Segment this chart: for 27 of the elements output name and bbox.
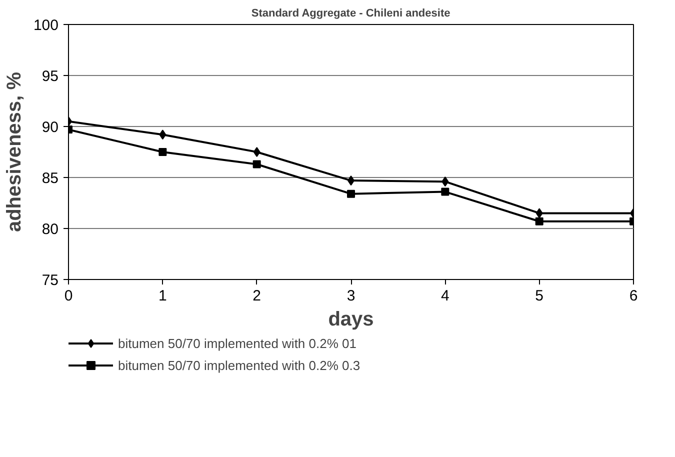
- y-tick-label: 75: [42, 272, 59, 289]
- x-tick-label: 5: [535, 288, 544, 304]
- point: [159, 130, 166, 140]
- x-axis-title: days: [328, 308, 374, 330]
- x-tick-label: 0: [64, 288, 73, 304]
- y-tick-label: 80: [42, 221, 59, 238]
- point: [442, 176, 449, 187]
- x-tick-label: 1: [158, 288, 167, 304]
- y-tick-label: 85: [42, 170, 59, 187]
- x-tick-label: 2: [252, 288, 262, 304]
- point: [347, 190, 355, 198]
- chart-title: Standard Aggregate - Chileni andesite: [251, 8, 450, 20]
- y-axis-title: adhesiveness, %: [3, 72, 26, 232]
- y-tick-label: 90: [42, 119, 59, 136]
- point: [441, 188, 450, 196]
- legend-label: bitumen 50/70 implemented with 0.2% 0.3: [118, 358, 360, 372]
- legend-label: bitumen 50/70 implemented with 0.2% 01: [118, 336, 356, 350]
- point: [158, 148, 167, 156]
- x-tick-label: 3: [346, 288, 356, 304]
- y-tick-label: 95: [42, 68, 59, 85]
- y-tick-label: 100: [33, 17, 59, 34]
- point: [252, 160, 261, 168]
- x-tick-label: 4: [440, 288, 450, 304]
- point: [535, 217, 544, 226]
- x-tick-label: 6: [629, 288, 638, 304]
- point: [536, 208, 543, 218]
- point: [253, 147, 260, 157]
